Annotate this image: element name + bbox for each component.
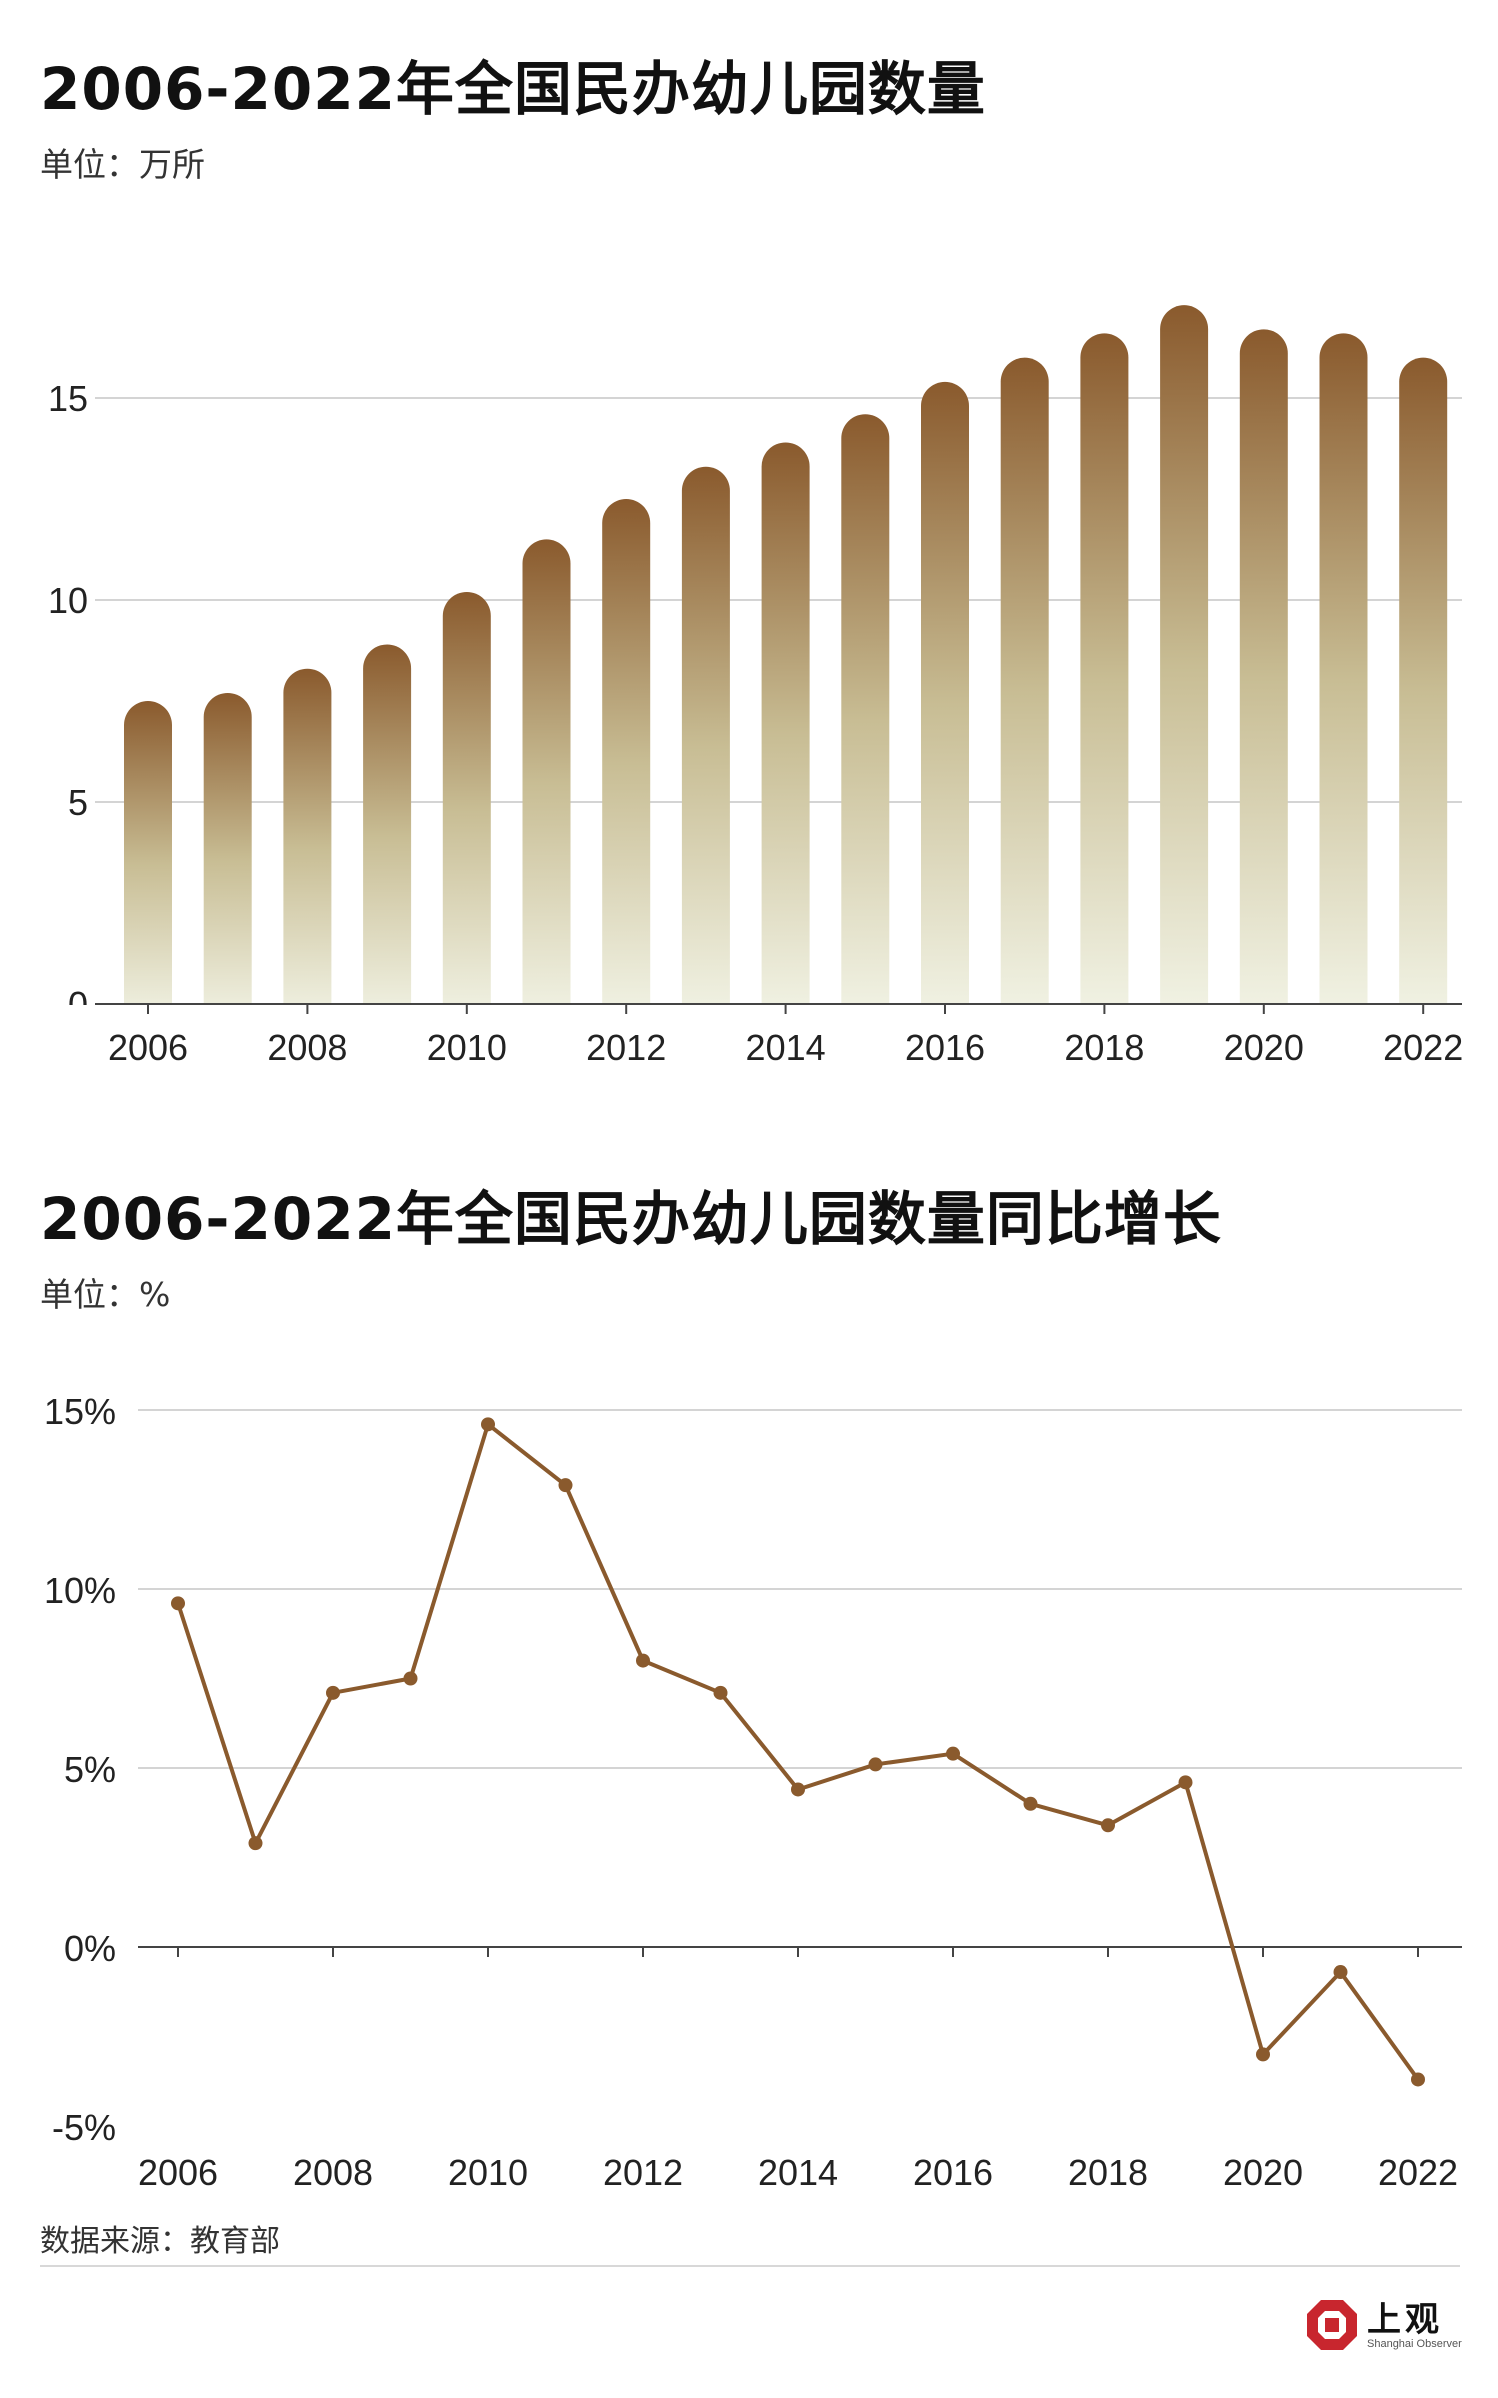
bar xyxy=(203,692,252,1028)
logo-text: 上观 xyxy=(1367,2300,1443,2340)
line-chart-title: 2006-2022年全国民办幼儿园数量同比增长 xyxy=(40,1185,1222,1253)
bar xyxy=(1080,333,1129,1029)
line-point xyxy=(636,1653,650,1668)
line-chart: -5% 0% 5% 10% 15% 2006 2008 2010 2012 2014 2016 201… xyxy=(44,1391,1462,2193)
logo-octagon-icon xyxy=(1307,2300,1357,2350)
bar xyxy=(1399,357,1448,1028)
bar-x-tick-label: 2010 xyxy=(427,1027,507,1068)
line-point xyxy=(946,1746,960,1761)
line-x-tick-label: 2012 xyxy=(603,2152,683,2193)
bar-x-tick-label: 2006 xyxy=(108,1027,188,1068)
bar-chart-title: 2006-2022年全国民办幼儿园数量 xyxy=(40,55,986,123)
footer-divider xyxy=(40,2265,1460,2267)
bar-x-tick-label: 2016 xyxy=(905,1027,985,1068)
bar-x-tick-label: 2018 xyxy=(1064,1027,1144,1068)
line-x-tick-label: 2020 xyxy=(1223,2152,1303,2193)
bar-y-tick-label: 5 xyxy=(68,782,88,823)
line-point xyxy=(481,1417,495,1432)
line-x-tick-label: 2018 xyxy=(1068,2152,1148,2193)
line-point xyxy=(248,1836,263,1851)
bar xyxy=(522,539,571,1028)
bar xyxy=(283,668,332,1028)
line-point xyxy=(868,1757,883,1772)
logo-subtitle: Shanghai Observer xyxy=(1367,2338,1462,2350)
data-source: 数据来源：教育部 xyxy=(40,2224,280,2259)
bar-x-tick-label: 2012 xyxy=(586,1027,666,1068)
bar-x-tick-label: 2022 xyxy=(1383,1027,1463,1068)
line-y-tick-label: 10% xyxy=(44,1570,116,1611)
line-point xyxy=(1411,2072,1425,2087)
bar xyxy=(1000,357,1049,1028)
line-x-tick-label: 2016 xyxy=(913,2152,993,2193)
bar-x-tick-label: 2014 xyxy=(746,1027,826,1068)
line-chart-unit: 单位：% xyxy=(40,1275,171,1314)
line-point xyxy=(1023,1796,1038,1811)
line-point xyxy=(1178,1775,1193,1790)
line-point xyxy=(1333,1965,1348,1980)
line-point xyxy=(558,1478,573,1493)
line-y-tick-label: 15% xyxy=(44,1391,116,1432)
line-point xyxy=(791,1782,805,1797)
bar-x-tick-label: 2008 xyxy=(267,1027,347,1068)
line-y-tick-label: 5% xyxy=(64,1749,116,1790)
line-y-tick-label: -5% xyxy=(52,2107,116,2148)
bar-y-tick-label: 15 xyxy=(48,378,88,419)
logo: 上观 Shanghai Observer xyxy=(1305,2292,1465,2362)
line-x-tick-label: 2022 xyxy=(1378,2152,1458,2193)
line-x-tick-label: 2010 xyxy=(448,2152,528,2193)
bar xyxy=(1239,329,1288,1029)
bar xyxy=(921,381,969,1028)
line-point xyxy=(1101,1818,1115,1833)
line-x-tick-label: 2008 xyxy=(293,2152,373,2193)
line-point xyxy=(326,1685,340,1700)
bar xyxy=(602,499,651,1028)
line-point xyxy=(713,1685,728,1700)
line-point xyxy=(1256,2047,1270,2062)
bar xyxy=(363,644,412,1028)
line-y-tick-label: 0% xyxy=(64,1928,116,1969)
bar xyxy=(442,591,491,1028)
line-point xyxy=(403,1671,418,1686)
line-x-tick-label: 2006 xyxy=(138,2152,218,2193)
bar xyxy=(761,442,810,1029)
bar xyxy=(841,414,890,1028)
line-series xyxy=(176,1422,1420,2081)
bar xyxy=(1160,305,1209,1028)
bar xyxy=(124,701,172,1028)
bar xyxy=(1319,333,1368,1029)
line-x-tick-label: 2014 xyxy=(758,2152,838,2193)
bar-chart-unit: 单位：万所 xyxy=(40,145,205,184)
bar xyxy=(681,466,730,1029)
line-point xyxy=(171,1596,185,1611)
bar-x-tick-label: 2020 xyxy=(1224,1027,1304,1068)
bar-y-tick-label: 10 xyxy=(48,580,88,621)
